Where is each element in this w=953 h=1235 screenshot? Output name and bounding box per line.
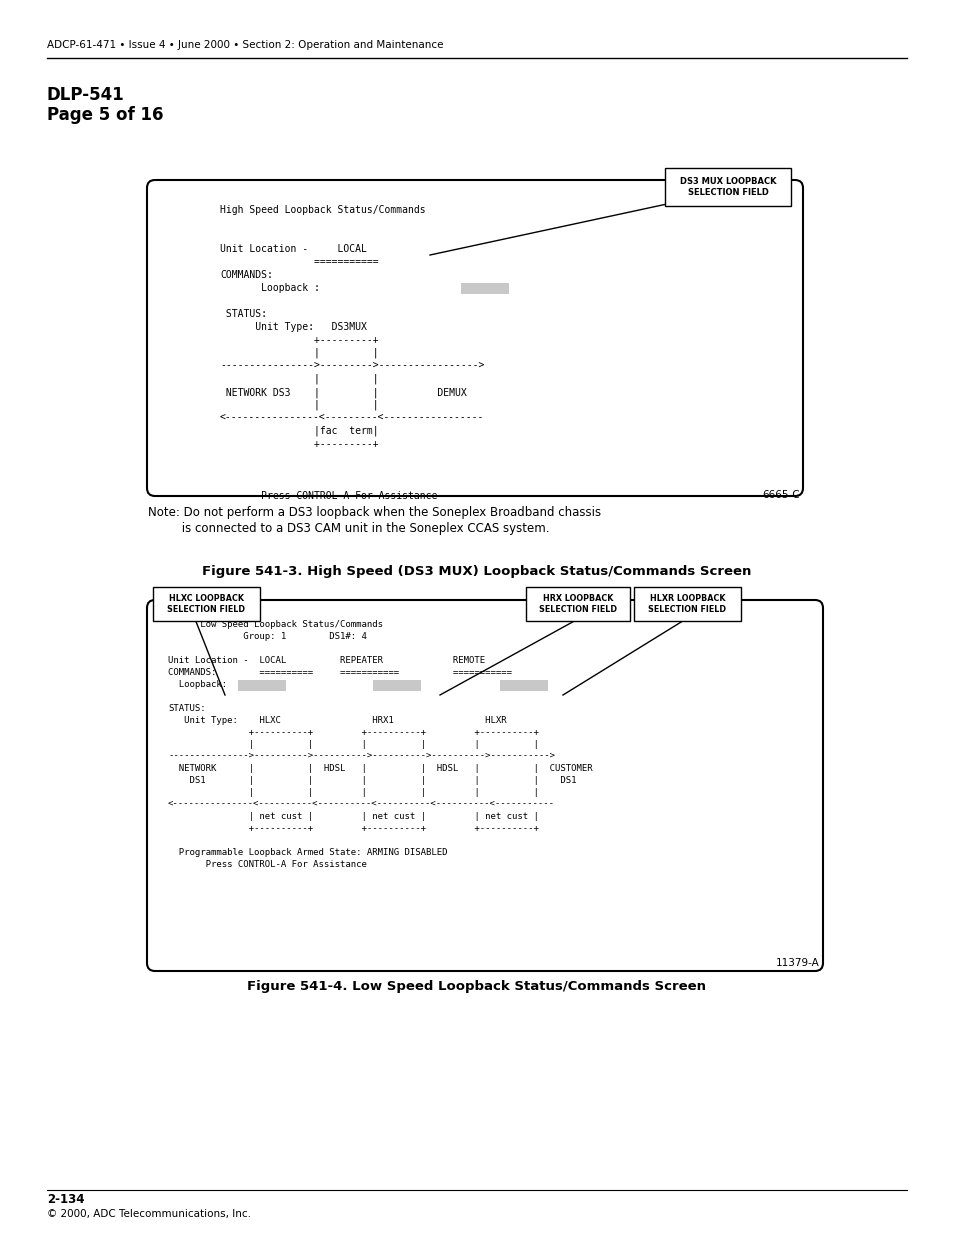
Text: +----------+         +----------+         +----------+: +----------+ +----------+ +----------+ bbox=[168, 824, 538, 832]
Text: ---------------->--------->----------------->: ---------------->--------->-------------… bbox=[220, 361, 484, 370]
FancyBboxPatch shape bbox=[147, 180, 802, 496]
Text: | net cust |         | net cust |         | net cust |: | net cust | | net cust | | net cust | bbox=[168, 811, 538, 821]
FancyBboxPatch shape bbox=[237, 680, 286, 692]
Text: DS3 MUX LOOPBACK
SELECTION FIELD: DS3 MUX LOOPBACK SELECTION FIELD bbox=[679, 178, 776, 196]
FancyBboxPatch shape bbox=[152, 587, 260, 621]
Text: DLP-541: DLP-541 bbox=[47, 86, 125, 104]
Text: HRX LOOPBACK
SELECTION FIELD: HRX LOOPBACK SELECTION FIELD bbox=[538, 594, 617, 614]
Text: COMMANDS:: COMMANDS: bbox=[220, 270, 273, 280]
Text: 6665-C: 6665-C bbox=[761, 490, 800, 500]
Text: Programmable Loopback Armed State: ARMING DISABLED: Programmable Loopback Armed State: ARMIN… bbox=[168, 848, 447, 857]
Text: Figure 541-4. Low Speed Loopback Status/Commands Screen: Figure 541-4. Low Speed Loopback Status/… bbox=[247, 981, 706, 993]
Text: |          |         |          |         |          |: | | | | | | bbox=[168, 788, 538, 797]
Text: Unit Type:    HLXC                 HRX1                 HLXR: Unit Type: HLXC HRX1 HLXR bbox=[168, 716, 506, 725]
Text: ===========: =========== bbox=[220, 257, 378, 267]
Text: Loopback:: Loopback: bbox=[168, 680, 227, 689]
Text: 11379-A: 11379-A bbox=[776, 958, 820, 968]
Text: <----------------<---------<-----------------: <----------------<---------<------------… bbox=[220, 412, 484, 424]
Text: DS1        |          |         |          |         |          |    DS1: DS1 | | | | | | DS1 bbox=[168, 776, 576, 785]
Text: NETWORK      |          |  HDSL   |          |  HDSL   |          |  CUSTOMER: NETWORK | | HDSL | | HDSL | | CUSTOMER bbox=[168, 764, 592, 773]
Text: 2-134: 2-134 bbox=[47, 1193, 85, 1207]
Text: +---------+: +---------+ bbox=[220, 438, 378, 450]
Text: Loopback :: Loopback : bbox=[220, 283, 319, 293]
Text: HLXC LOOPBACK
SELECTION FIELD: HLXC LOOPBACK SELECTION FIELD bbox=[168, 594, 245, 614]
Text: Unit Location -     LOCAL: Unit Location - LOCAL bbox=[220, 245, 367, 254]
Text: Figure 541-3. High Speed (DS3 MUX) Loopback Status/Commands Screen: Figure 541-3. High Speed (DS3 MUX) Loopb… bbox=[202, 564, 751, 578]
Text: STATUS:: STATUS: bbox=[220, 309, 267, 319]
FancyBboxPatch shape bbox=[634, 587, 740, 621]
Text: +----------+         +----------+         +----------+: +----------+ +----------+ +----------+ bbox=[168, 727, 538, 737]
Text: |          |         |          |         |          |: | | | | | | bbox=[168, 740, 538, 748]
Text: HLXR LOOPBACK
SELECTION FIELD: HLXR LOOPBACK SELECTION FIELD bbox=[648, 594, 726, 614]
Text: |         |: | | bbox=[220, 348, 378, 358]
FancyBboxPatch shape bbox=[460, 283, 508, 294]
Text: |         |: | | bbox=[220, 374, 378, 384]
Text: ADCP-61-471 • Issue 4 • June 2000 • Section 2: Operation and Maintenance: ADCP-61-471 • Issue 4 • June 2000 • Sect… bbox=[47, 40, 443, 49]
Text: NETWORK DS3    |         |          DEMUX: NETWORK DS3 | | DEMUX bbox=[220, 387, 466, 398]
FancyBboxPatch shape bbox=[373, 680, 420, 692]
FancyBboxPatch shape bbox=[664, 168, 790, 206]
Text: Page 5 of 16: Page 5 of 16 bbox=[47, 106, 163, 124]
Text: |         |: | | bbox=[220, 400, 378, 410]
FancyBboxPatch shape bbox=[525, 587, 629, 621]
Text: Press CONTROL-A For Assistance: Press CONTROL-A For Assistance bbox=[168, 860, 367, 869]
Text: --------------->---------->---------->---------->---------->----------->: --------------->---------->---------->--… bbox=[168, 752, 555, 761]
Text: <---------------<----------<----------<----------<----------<-----------: <---------------<----------<----------<-… bbox=[168, 800, 555, 809]
Text: Low Speed Loopback Status/Commands: Low Speed Loopback Status/Commands bbox=[168, 620, 382, 629]
Text: +---------+: +---------+ bbox=[220, 335, 378, 345]
Text: Unit Type:   DS3MUX: Unit Type: DS3MUX bbox=[220, 322, 367, 332]
Text: |fac  term|: |fac term| bbox=[220, 426, 378, 436]
Text: Note: Do not perform a DS3 loopback when the Soneplex Broadband chassis: Note: Do not perform a DS3 loopback when… bbox=[148, 506, 600, 519]
FancyBboxPatch shape bbox=[147, 600, 822, 971]
Text: Press CONTROL-A For Assistance: Press CONTROL-A For Assistance bbox=[220, 492, 436, 501]
Text: STATUS:: STATUS: bbox=[168, 704, 206, 713]
FancyBboxPatch shape bbox=[499, 680, 547, 692]
Text: Group: 1        DS1#: 4: Group: 1 DS1#: 4 bbox=[168, 632, 367, 641]
Text: High Speed Loopback Status/Commands: High Speed Loopback Status/Commands bbox=[220, 205, 425, 215]
Text: is connected to a DS3 CAM unit in the Soneplex CCAS system.: is connected to a DS3 CAM unit in the So… bbox=[148, 522, 549, 535]
Text: COMMANDS:        ==========     ===========          ===========: COMMANDS: ========== =========== =======… bbox=[168, 668, 512, 677]
Text: Unit Location -  LOCAL          REPEATER             REMOTE: Unit Location - LOCAL REPEATER REMOTE bbox=[168, 656, 485, 664]
Text: © 2000, ADC Telecommunications, Inc.: © 2000, ADC Telecommunications, Inc. bbox=[47, 1209, 251, 1219]
